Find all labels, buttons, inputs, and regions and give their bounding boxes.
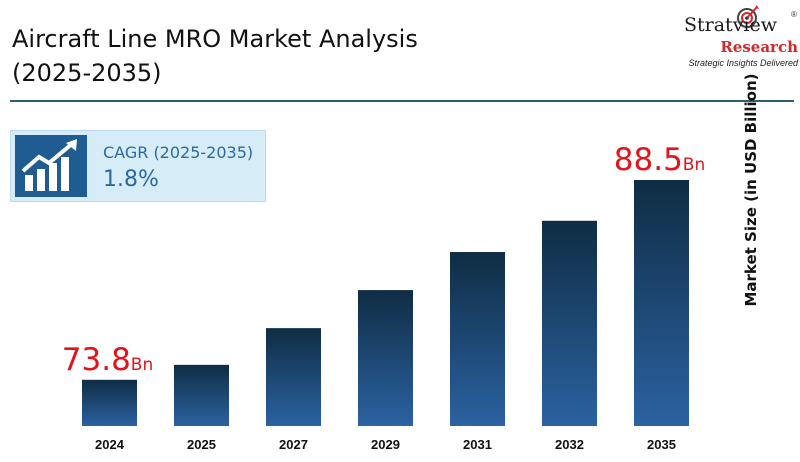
bar-2025 [174,364,229,426]
cagr-value: 1.8% [103,167,159,192]
cagr-card: CAGR (2025-2035) 1.8% [10,130,266,202]
growth-chart-icon [15,135,87,197]
bar-2035 [634,180,689,426]
logo-research: Research [720,38,798,56]
logo-brand: Stratview [684,14,778,36]
bar-2027 [266,328,321,426]
logo-registered: ® [791,10,797,19]
data-label-2035: 88.5Bn [614,142,705,178]
x-tick-label-2035: 2035 [647,437,676,452]
cagr-label: CAGR (2025-2035) [103,143,254,162]
page-title: Aircraft Line MRO Market Analysis (2025-… [12,25,418,87]
stratview-logo: Stratview ® Research Strategic Insights … [676,4,800,68]
x-tick-label-2027: 2027 [279,437,308,452]
x-tick-label-2024: 2024 [95,437,125,452]
bar-2031 [450,252,505,426]
y-axis-label: Market Size (in USD Billion) [742,73,760,307]
logo-tagline: Strategic Insights Delivered [688,58,798,68]
bar-2024 [82,379,137,426]
data-label-2024: 73.8Bn [62,342,153,378]
header-divider [10,100,794,102]
x-tick-label-2031: 2031 [463,437,492,452]
x-tick-label-2032: 2032 [555,437,584,452]
target-arrow-icon [737,5,759,28]
x-tick-label-2025: 2025 [187,437,216,452]
bar-2032 [542,220,597,426]
bar-2029 [358,290,413,426]
x-tick-label-2029: 2029 [371,437,400,452]
